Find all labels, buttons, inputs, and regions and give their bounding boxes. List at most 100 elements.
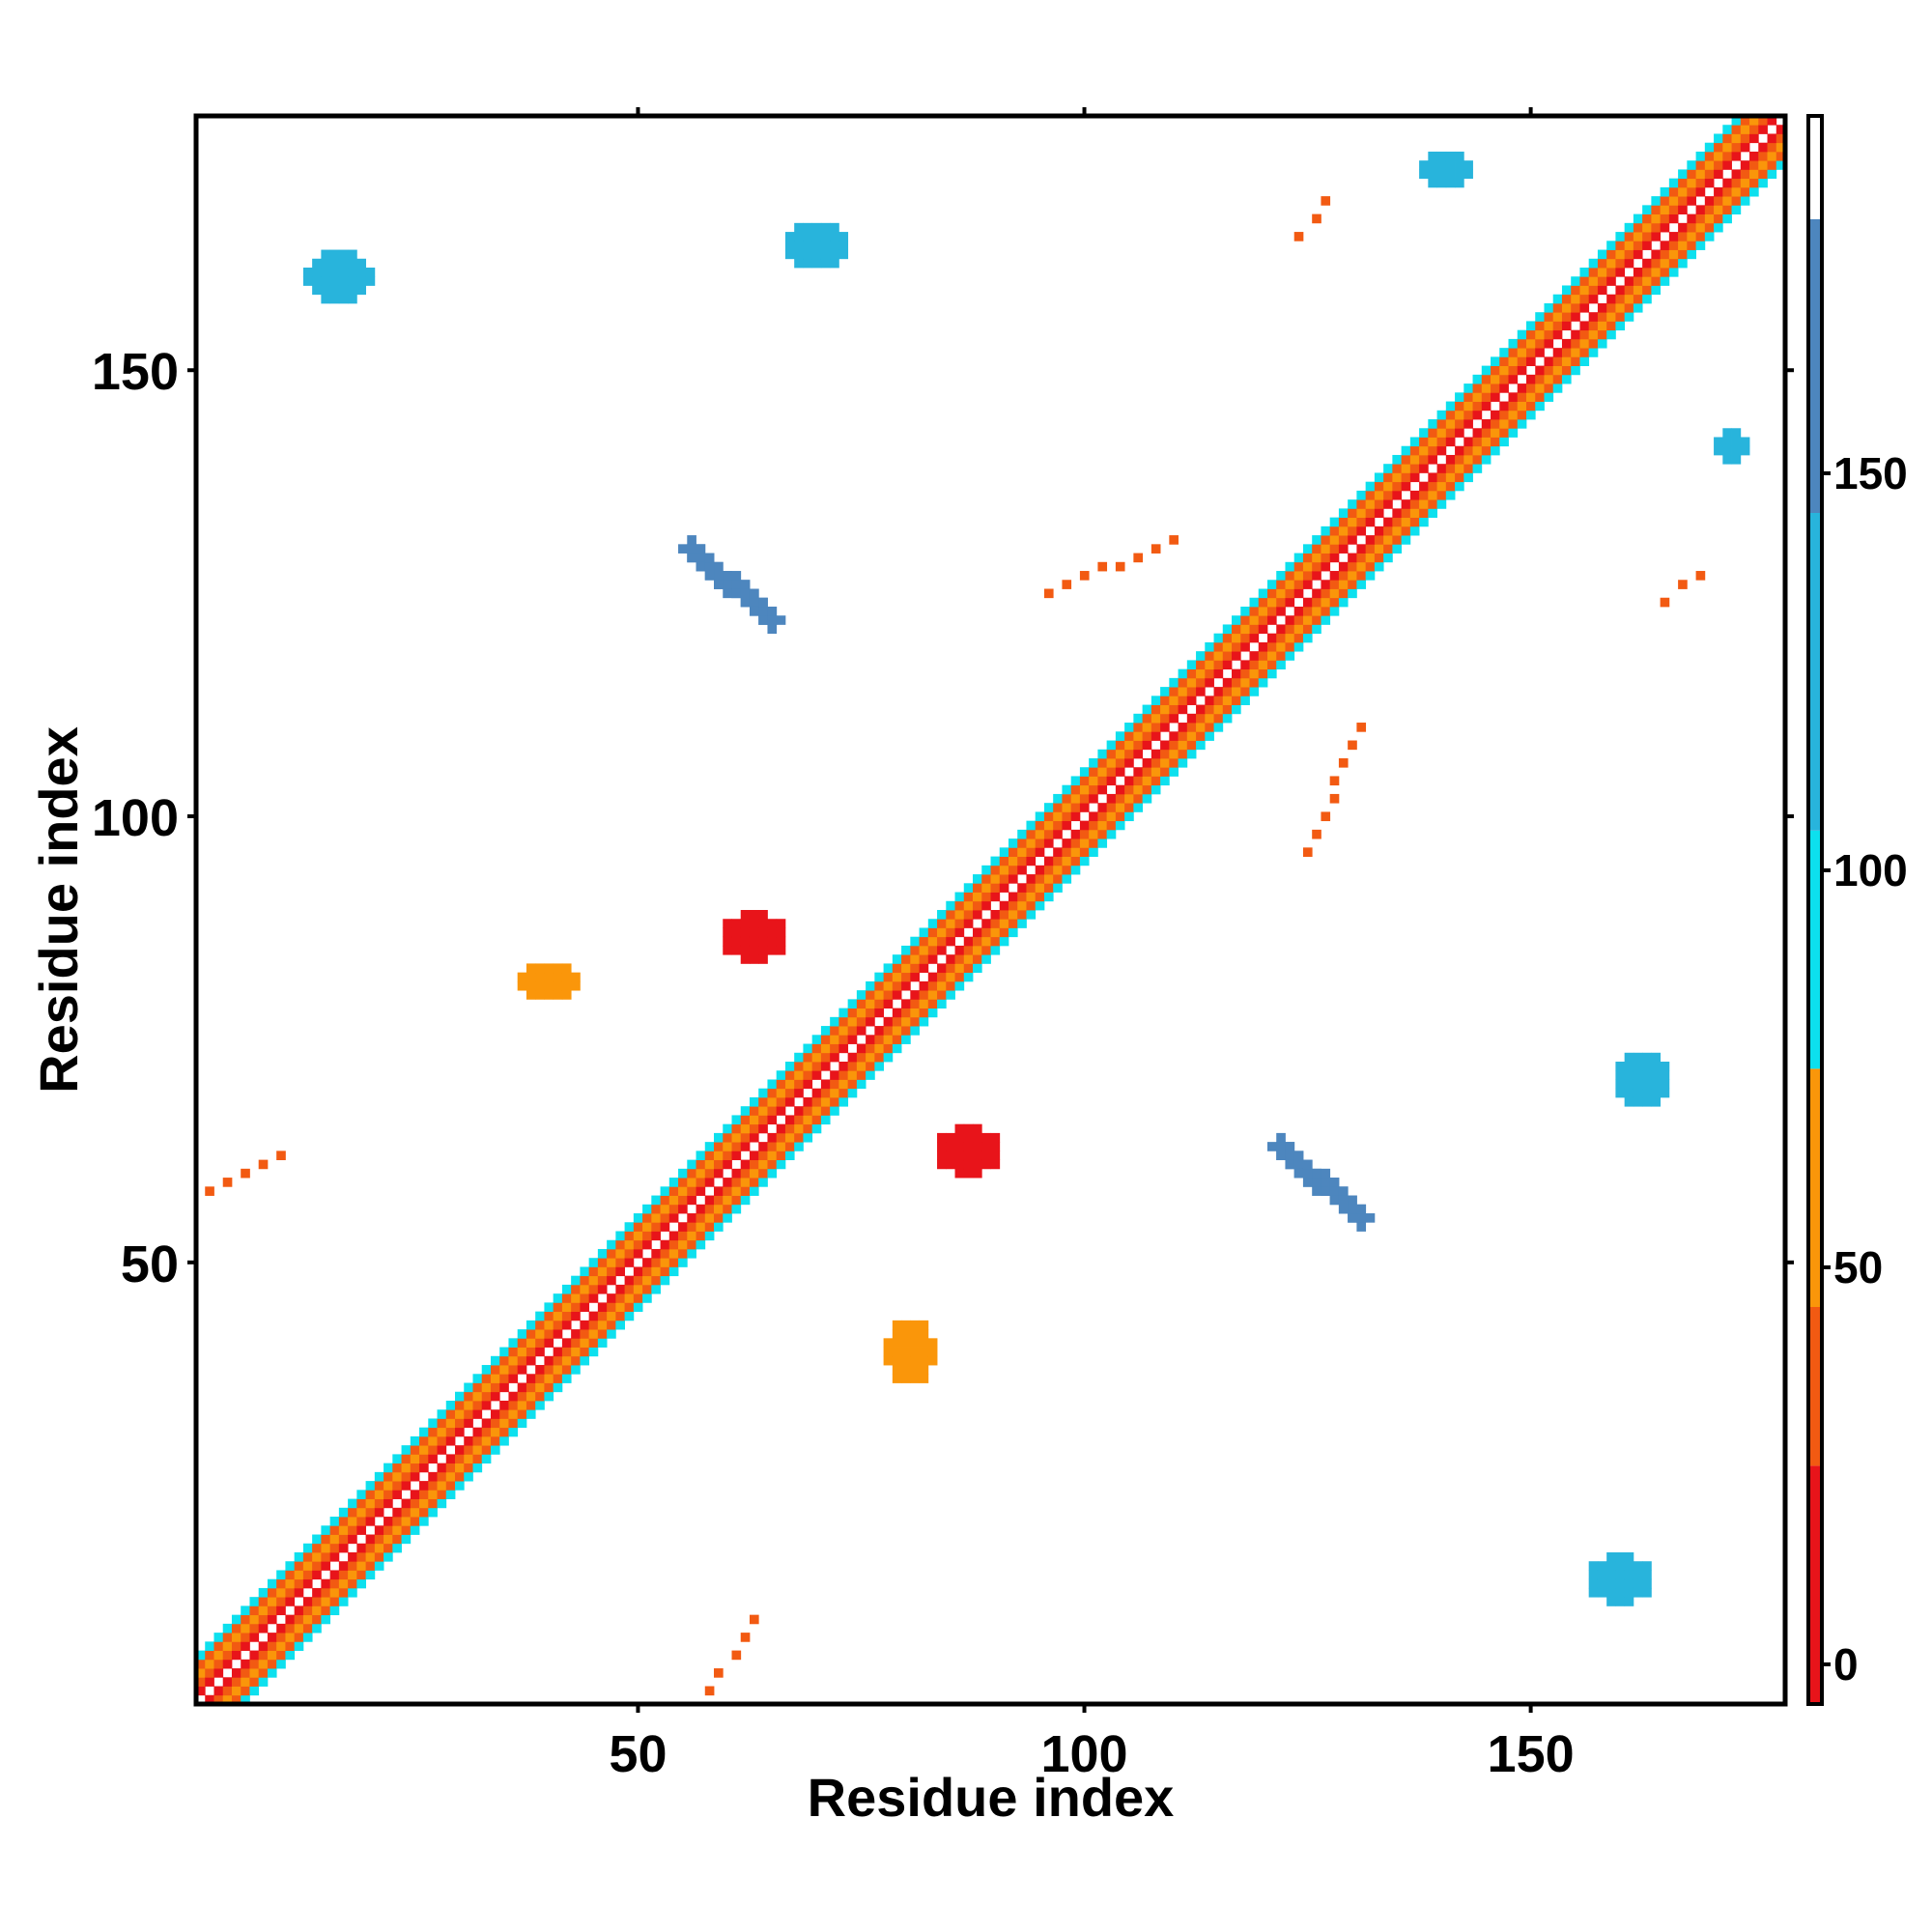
contact-cell [740,945,751,955]
diagonal-cell [1508,338,1519,349]
contact-cell [1463,169,1473,180]
diagonal-cell [1383,481,1393,492]
diagonal-cell [892,990,902,1000]
diagonal-cell [830,1070,839,1080]
diagonal-cell [1356,580,1367,589]
diagonal-cell [517,1409,527,1419]
diagonal-cell [544,1329,554,1339]
contact-cell [553,963,563,974]
contact-cell [714,580,724,589]
diagonal-cell [294,1623,304,1634]
diagonal-cell [294,1641,304,1651]
diagonal-cell [1285,580,1295,589]
diagonal-cell [696,1186,706,1196]
diagonal-cell [678,1248,688,1259]
diagonal-cell [231,1641,242,1651]
diagonal-cell [410,1525,420,1535]
diagonal-cell [1312,588,1321,599]
diagonal-cell [1213,668,1224,679]
diagonal-cell [847,1035,858,1044]
diagonal-cell [437,1409,447,1419]
diagonal-cell [1133,776,1144,786]
contact-cell [526,963,536,974]
diagonal-cell [1571,356,1580,367]
diagonal-cell [205,1694,214,1705]
contact-cell [820,232,831,242]
diagonal-cell [588,1284,599,1294]
diagonal-cell [1695,205,1706,214]
diagonal-cell [1642,232,1652,242]
diagonal-cell [526,1338,536,1348]
diagonal-cell [704,1142,715,1151]
diagonal-cell [1240,624,1250,635]
diagonal-cell [1597,302,1607,313]
diagonal-cell [1588,268,1599,277]
diagonal-cell [1561,338,1572,349]
diagonal-cell [1740,196,1750,206]
diagonal-cell [1642,294,1652,304]
diagonal-cell [285,1570,296,1580]
diagonal-cell [329,1517,340,1526]
contact-cell [348,276,357,286]
diagonal-cell [1124,784,1134,795]
diagonal-cell [1258,651,1268,661]
diagonal-cell [249,1650,260,1661]
diagonal-cell [276,1587,286,1598]
diagonal-cell [1196,723,1206,732]
diagonal-cell [526,1400,536,1410]
diagonal-cell [1026,847,1037,857]
diagonal-cell [1749,133,1759,144]
contact-cell [1365,1213,1376,1223]
diagonal-cell [892,980,902,991]
contact-cell [803,232,813,242]
diagonal-cell [1070,847,1081,857]
diagonal-cell [445,1400,456,1410]
diagonal-cell [1678,249,1688,260]
contact-cell [338,268,349,277]
contact-cell [356,276,366,286]
contact-cell [1455,169,1464,180]
diagonal-cell [651,1248,661,1259]
diagonal-cell [749,1159,759,1170]
contact-cell [910,1338,920,1348]
diagonal-cell [384,1551,393,1562]
diagonal-cell [597,1284,608,1294]
diagonal-cell [1017,865,1027,875]
diagonal-cell [302,1614,313,1625]
diagonal-cell [1571,276,1580,286]
diagonal-cell [1704,169,1715,180]
contact-cell [803,258,813,269]
diagonal-cell [401,1481,412,1491]
diagonal-cell [1606,249,1616,260]
diagonal-cell [696,1222,706,1232]
diagonal-cell [1606,241,1616,250]
diagonal-cell [803,1052,813,1063]
diagonal-cell [1035,820,1045,831]
diagonal-cell [1383,526,1393,536]
diagonal-cell [1544,384,1554,393]
diagonal-cell [1365,499,1376,509]
diagonal-cell [419,1498,429,1509]
diagonal-cell [1348,588,1357,599]
diagonal-cell [919,927,929,938]
contact-cell [321,249,331,260]
contact-cell [205,1186,214,1196]
diagonal-cell [1106,740,1117,751]
diagonal-cell [1525,410,1536,420]
diagonal-cell [419,1435,429,1446]
diagonal-cell [1409,472,1420,483]
diagonal-cell [874,1008,885,1018]
diagonal-cell [981,900,991,911]
diagonal-cell [1115,811,1125,822]
diagonal-cell [1687,222,1696,233]
diagonal-cell [740,1168,751,1179]
diagonal-cell [338,1534,349,1545]
diagonal-cell [267,1633,277,1642]
diagonal-cell [1517,392,1527,402]
diagonal-cell [1089,820,1098,831]
diagonal-cell [838,1079,849,1090]
diagonal-cell [1525,384,1536,393]
contact-cell [1624,1079,1634,1090]
diagonal-cell [508,1418,519,1429]
diagonal-cell [883,999,894,1009]
